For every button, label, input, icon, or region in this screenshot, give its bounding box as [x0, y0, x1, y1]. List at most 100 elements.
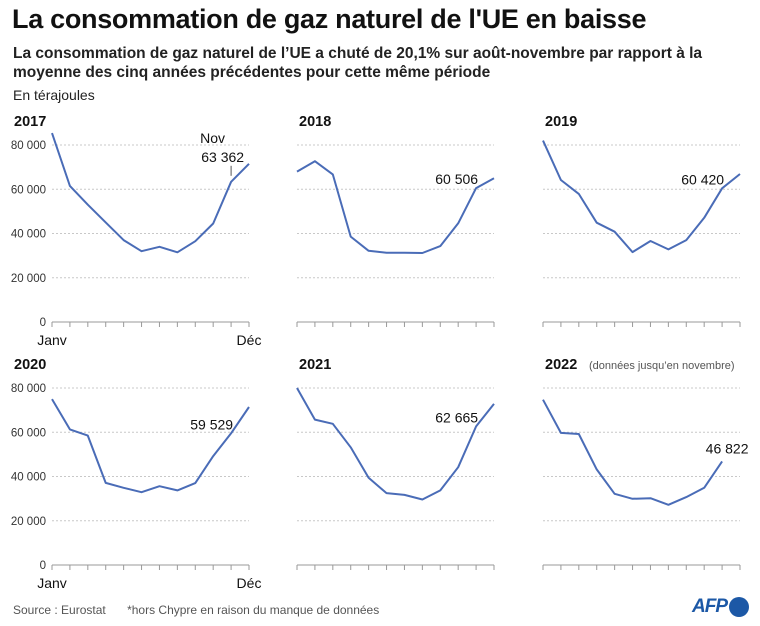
- y-tick-label: 20 000: [11, 516, 46, 528]
- data-point: [613, 230, 616, 233]
- data-point: [158, 245, 161, 248]
- annotation-value: 60 506: [435, 171, 478, 187]
- data-point: [367, 476, 370, 479]
- data-point: [230, 180, 233, 183]
- y-tick-label: 60 000: [11, 427, 46, 439]
- data-point: [649, 497, 652, 500]
- data-point: [542, 139, 545, 142]
- data-point: [158, 485, 161, 488]
- series-line-2021: [296, 387, 495, 501]
- data-point: [385, 251, 388, 254]
- y-tick-label: 20 000: [11, 273, 46, 285]
- data-point: [68, 428, 71, 431]
- data-point: [577, 433, 580, 436]
- afp-logo: AFP: [692, 596, 749, 618]
- logo-dot: [729, 597, 749, 617]
- data-point: [86, 203, 89, 206]
- data-point: [104, 221, 107, 224]
- data-point: [493, 177, 496, 180]
- data-point: [703, 486, 706, 489]
- data-point: [68, 184, 71, 187]
- annotation-value: 46 822: [706, 440, 749, 456]
- annotation-value: 59 529: [190, 416, 233, 432]
- x-label-last: Déc: [237, 332, 262, 348]
- y-tick-label: 0: [40, 317, 46, 329]
- data-point: [176, 489, 179, 492]
- annotation-value: 63 362: [201, 149, 244, 165]
- y-tick-label: 80 000: [11, 140, 46, 152]
- data-point: [194, 240, 197, 243]
- data-point: [331, 173, 334, 176]
- annotation-value: 60 420: [681, 171, 724, 187]
- annotation-value: 62 665: [435, 409, 478, 425]
- logo-text: AFP: [692, 596, 728, 617]
- x-label-first: Janv: [37, 332, 67, 348]
- data-point: [313, 160, 316, 163]
- data-point: [493, 402, 496, 405]
- data-point: [542, 398, 545, 401]
- x-label-last: Déc: [237, 575, 262, 591]
- data-point: [667, 248, 670, 251]
- data-point: [176, 251, 179, 254]
- y-tick-label: 40 000: [11, 229, 46, 241]
- data-point: [595, 221, 598, 224]
- panel-year-label: 2022: [545, 357, 577, 373]
- data-point: [140, 491, 143, 494]
- data-point: [595, 468, 598, 471]
- data-point: [457, 222, 460, 225]
- footer: Source : Eurostat *hors Chypre en raison…: [13, 603, 397, 617]
- y-tick-label: 60 000: [11, 184, 46, 196]
- panel-year-label: 2021: [299, 357, 331, 373]
- data-point: [51, 132, 54, 135]
- data-point: [613, 492, 616, 495]
- data-point: [559, 431, 562, 434]
- data-point: [248, 406, 251, 409]
- x-label-first: Janv: [37, 575, 67, 591]
- y-tick-label: 0: [40, 560, 46, 572]
- data-point: [667, 503, 670, 506]
- series-line-2022: [542, 399, 723, 506]
- data-point: [331, 422, 334, 425]
- data-point: [403, 251, 406, 254]
- panel-note: (données jusqu’en novembre): [589, 360, 735, 372]
- data-point: [703, 216, 706, 219]
- series-line-2018: [296, 160, 495, 254]
- series-line-2020: [51, 398, 250, 494]
- data-point: [51, 398, 54, 401]
- panel-year-label: 2018: [299, 114, 331, 130]
- data-point: [739, 172, 742, 175]
- data-point: [631, 497, 634, 500]
- data-point: [685, 239, 688, 242]
- data-point: [248, 162, 251, 165]
- data-point: [367, 249, 370, 252]
- data-point: [349, 446, 352, 449]
- data-point: [721, 460, 724, 463]
- unit-label: En térajoules: [13, 87, 95, 103]
- data-point: [104, 481, 107, 484]
- data-point: [421, 251, 424, 254]
- page-title: La consommation de gaz naturel de l'UE e…: [12, 4, 647, 34]
- data-point: [649, 240, 652, 243]
- series-line-2019: [542, 140, 741, 254]
- panel-year-label: 2017: [14, 114, 46, 130]
- data-point: [296, 170, 299, 173]
- data-point: [385, 492, 388, 495]
- data-point: [439, 489, 442, 492]
- panel-year-label: 2019: [545, 114, 577, 130]
- series-line-2017: [51, 132, 250, 254]
- y-tick-label: 40 000: [11, 472, 46, 484]
- footnote-text: *hors Chypre en raison du manque de donn…: [127, 603, 380, 617]
- data-point: [403, 493, 406, 496]
- data-point: [296, 387, 299, 390]
- data-point: [194, 482, 197, 485]
- data-point: [457, 466, 460, 469]
- panel-year-label: 2020: [14, 357, 46, 373]
- data-point: [122, 239, 125, 242]
- data-point: [577, 192, 580, 195]
- data-point: [685, 496, 688, 499]
- y-tick-label: 80 000: [11, 383, 46, 395]
- annotation-month: Nov: [200, 130, 225, 146]
- data-point: [349, 235, 352, 238]
- data-point: [212, 455, 215, 458]
